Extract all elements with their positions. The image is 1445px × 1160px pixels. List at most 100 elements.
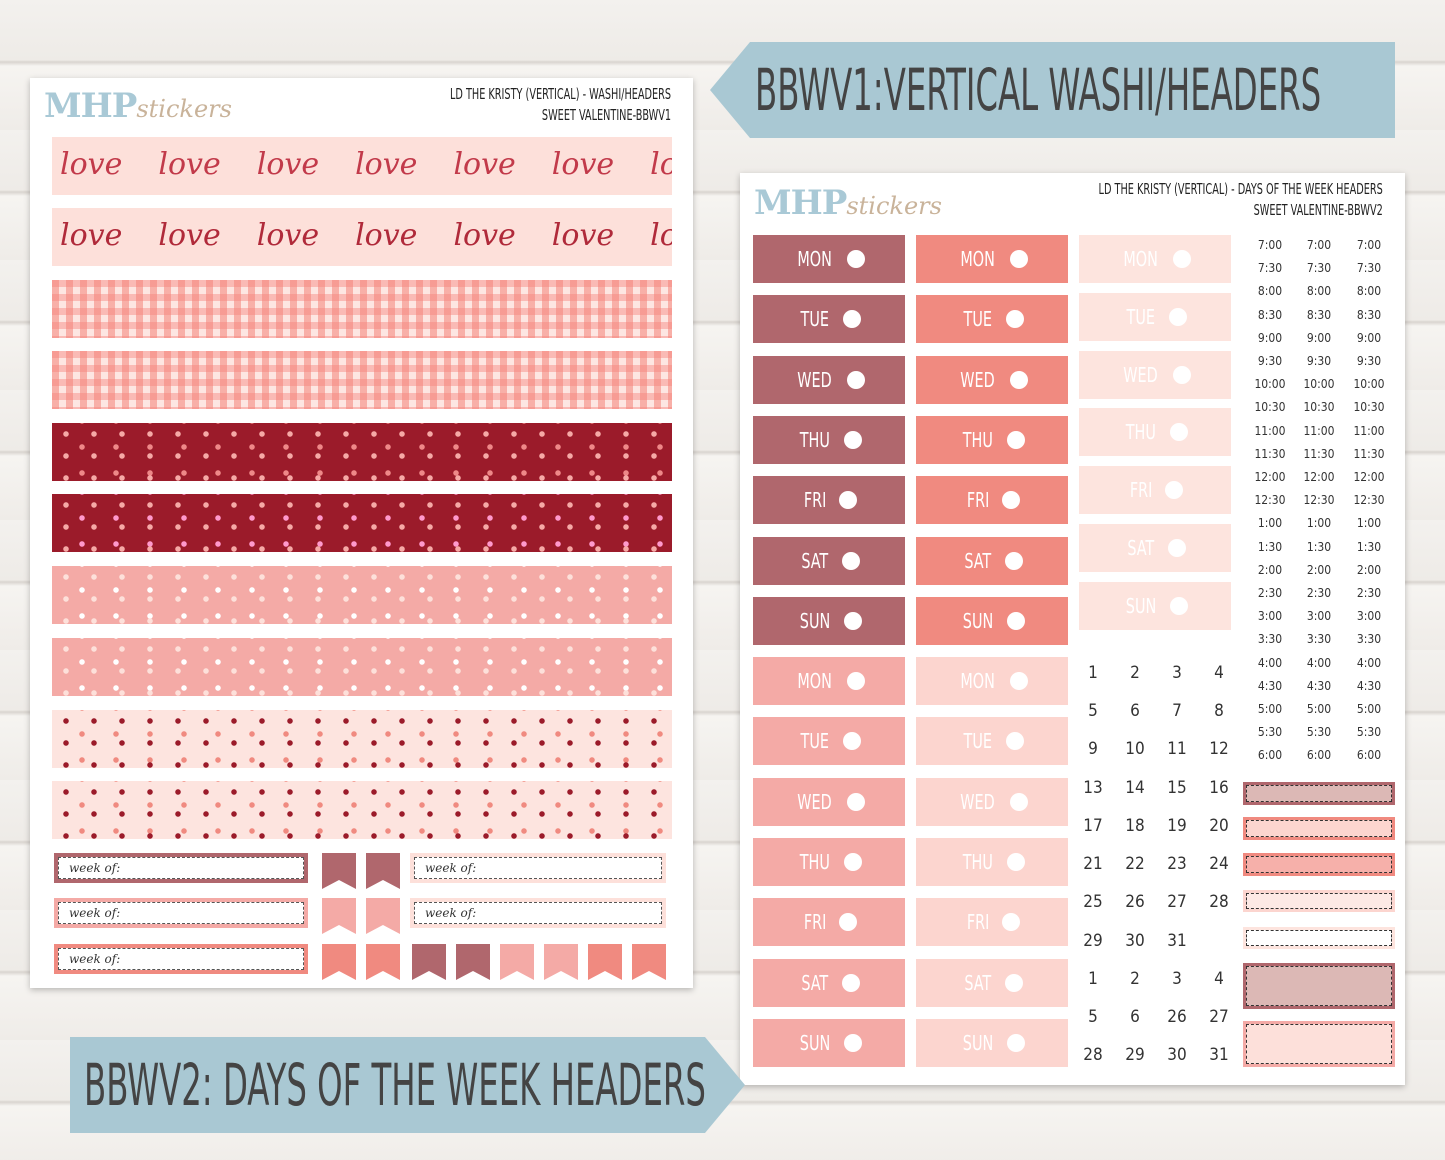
flag-sticker [322, 898, 356, 934]
time-label: 9:00 [1356, 330, 1382, 345]
time-label: 5:00 [1306, 702, 1332, 716]
time-label: 5:30 [1356, 725, 1382, 740]
washi-strip: love love love love love love love [52, 208, 672, 266]
day-label: SAT [801, 548, 829, 573]
logo: MHPstickers [754, 183, 942, 223]
time-label: 11:30 [1303, 446, 1335, 461]
circle-icon [1002, 491, 1021, 510]
time-label: 10:00 [1303, 377, 1335, 392]
time-label: 9:00 [1306, 330, 1332, 345]
washi-strip [52, 280, 672, 338]
time-label: 2:30 [1257, 586, 1283, 600]
day-label: WED [960, 367, 996, 392]
washi-strip [52, 494, 672, 552]
time-label: 6:00 [1257, 748, 1283, 763]
time-label: 10:30 [1303, 400, 1335, 415]
time-label: 3:30 [1356, 632, 1382, 647]
text: stickers [136, 95, 232, 123]
time-label: 7:00 [1356, 238, 1382, 252]
logo: MHPstickers [44, 86, 232, 126]
washi-strip [52, 781, 672, 839]
circle-icon [1170, 596, 1189, 615]
time-label: 12:00 [1353, 470, 1385, 484]
text: SWEET VALENTINE-BBWV1 [541, 106, 671, 124]
date-number: 17 [1083, 816, 1103, 836]
date-number: 11 [1167, 739, 1187, 759]
circle-icon [1165, 481, 1184, 500]
date-number: 14 [1125, 778, 1145, 798]
date-number: 29 [1083, 931, 1103, 951]
time-label: 8:30 [1257, 307, 1283, 322]
circle-icon [1004, 551, 1023, 570]
date-number: 29 [1125, 1045, 1145, 1065]
day-label: TUE [800, 729, 830, 754]
time-label: 11:30 [1254, 446, 1286, 461]
bottom-banner: BBWV2: DAYS OF THE WEEK HEADERS [70, 1037, 745, 1133]
day-header-tue: TUE [916, 717, 1068, 766]
date-number: 6 [1130, 701, 1140, 721]
date-number: 3 [1172, 663, 1182, 683]
day-label: MON [1123, 247, 1159, 271]
circle-icon [1009, 792, 1028, 811]
washi-text: love [355, 218, 418, 253]
time-label: 1:00 [1306, 516, 1332, 531]
date-number: 25 [1083, 892, 1103, 912]
circle-icon [1007, 611, 1026, 630]
day-label: SAT [1127, 536, 1155, 560]
circle-icon [846, 370, 865, 389]
date-number: 20 [1209, 816, 1229, 836]
washi-text: love [453, 147, 516, 182]
day-header-sun: SUN [916, 1018, 1068, 1067]
date-number: 27 [1167, 892, 1187, 912]
time-label: 10:00 [1353, 377, 1385, 392]
time-label: 6:00 [1356, 748, 1382, 763]
circle-icon [1006, 430, 1025, 449]
day-label: THU [1125, 420, 1157, 445]
flag-sticker [366, 898, 400, 934]
circle-icon [1007, 1033, 1026, 1052]
circle-icon [1168, 307, 1187, 326]
washi-text: love [60, 218, 123, 253]
washi-strip [52, 423, 672, 481]
day-label: SAT [801, 970, 829, 995]
circle-icon [1009, 370, 1028, 389]
washi-text: love [355, 147, 418, 182]
circle-icon [846, 672, 865, 691]
day-label: WED [797, 789, 833, 814]
day-header-tue: TUE [753, 295, 905, 344]
date-number: 18 [1125, 816, 1145, 836]
time-label: 10:30 [1254, 400, 1286, 415]
day-label: SAT [964, 548, 992, 573]
day-header-tue: TUE [1079, 292, 1231, 341]
time-label: 12:00 [1303, 470, 1335, 484]
circle-icon [844, 611, 863, 630]
time-label: 3:00 [1356, 609, 1382, 624]
date-number: 28 [1209, 892, 1229, 912]
circle-icon [844, 1033, 863, 1052]
time-label: 8:00 [1306, 284, 1332, 299]
day-header-thu: THU [916, 415, 1068, 464]
time-label: 11:00 [1254, 423, 1286, 438]
text: stickers [846, 192, 942, 220]
day-header-sun: SUN [753, 1018, 905, 1067]
circle-icon [846, 792, 865, 811]
time-label: 1:00 [1356, 516, 1382, 531]
time-label: 1:30 [1356, 539, 1382, 554]
circle-icon [843, 430, 862, 449]
date-number: 12 [1209, 739, 1229, 759]
date-number: 22 [1125, 854, 1145, 874]
time-label: 12:30 [1254, 493, 1286, 508]
day-label: THU [799, 427, 831, 452]
date-number: 27 [1209, 1007, 1229, 1027]
day-header-mon: MON [1079, 235, 1231, 283]
day-header-mon: MON [916, 657, 1068, 706]
time-label: 4:30 [1306, 678, 1332, 693]
date-number: 23 [1167, 854, 1187, 874]
day-header-mon: MON [916, 235, 1068, 283]
date-number: 6 [1130, 1007, 1140, 1027]
day-label: FRI [803, 910, 827, 935]
date-number: 21 [1083, 854, 1103, 874]
circle-icon [843, 853, 862, 871]
day-label: TUE [963, 307, 993, 332]
washi-text: love [650, 218, 672, 253]
